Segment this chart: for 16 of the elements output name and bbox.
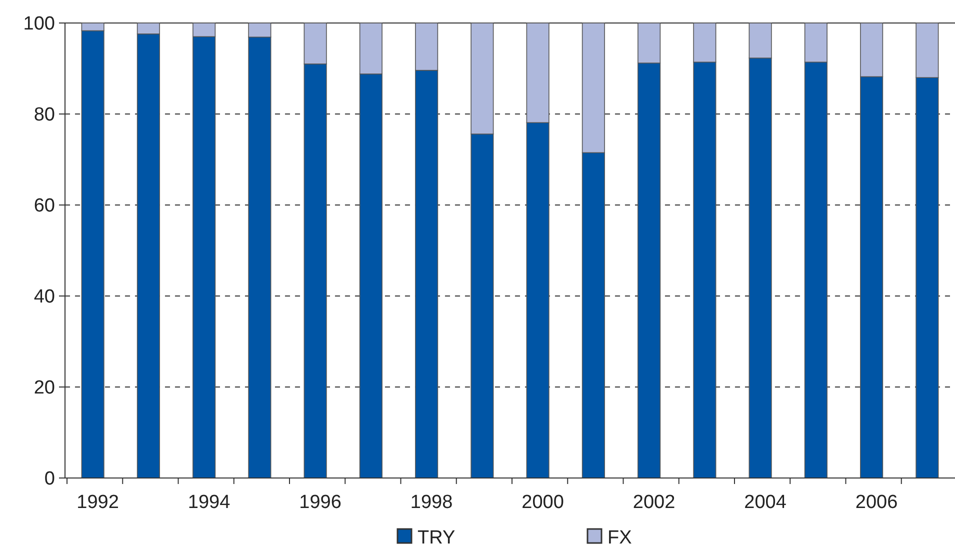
- x-tick-label: 1994: [188, 492, 231, 513]
- legend-label: TRY: [418, 528, 456, 549]
- y-tick-label: 100: [23, 14, 55, 35]
- x-tick-label: 2002: [632, 492, 676, 513]
- x-tick-label: 1998: [410, 492, 453, 513]
- y-tick-label: 40: [34, 286, 55, 308]
- x-tick-label: 2000: [522, 492, 564, 513]
- x-tick-label: 2004: [744, 492, 787, 513]
- y-tick-label: 20: [34, 378, 55, 399]
- legend-label: FX: [608, 528, 632, 549]
- y-tick-label: 0: [44, 468, 55, 490]
- y-tick-label: 60: [34, 196, 55, 217]
- y-tick-label: 80: [34, 104, 55, 126]
- x-tick-label: 1992: [76, 492, 119, 513]
- x-tick-label: 2006: [855, 492, 898, 513]
- x-tick-label: 1996: [299, 492, 342, 513]
